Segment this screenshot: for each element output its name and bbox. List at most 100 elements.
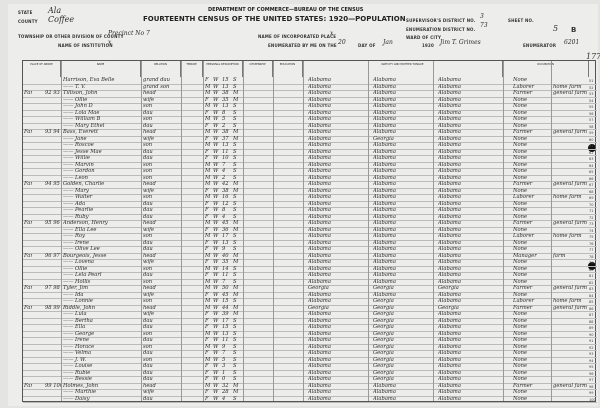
table-row: —— Jesse Mae dau F W 11 S Alabama Alabama Alabam… [23, 148, 597, 156]
cell-marital: S [233, 265, 237, 272]
cell-marital: S [233, 298, 237, 304]
line-number: 67 [589, 183, 594, 187]
cell-name: —— Olive Lee [63, 246, 100, 252]
cell-occupation: None [513, 317, 528, 324]
cell-occupation: None [513, 213, 528, 220]
cell-mother-birthplace: Alabama [438, 142, 461, 148]
table-row: —— Daisy dau F W 4 S Alabama Alabama Alabama None… [23, 395, 597, 403]
cell-occupation: None [513, 265, 528, 272]
cell-industry: general farm [553, 285, 587, 291]
cell-race: W [213, 129, 219, 135]
cell-occupation: None [513, 376, 528, 382]
cell-relation: son [143, 142, 153, 148]
table-row: Far 94 95 Golden, Charlie head M W 42 M Alabama A… [23, 181, 597, 189]
cell-sex: F [205, 226, 209, 233]
cell-mother-birthplace: Alabama [438, 122, 461, 129]
cell-race: W [213, 220, 219, 226]
cell-marital: M [233, 187, 239, 194]
table-row: —— Roy son M W 17 S Alabama Alabama Alabama Labor… [23, 233, 597, 241]
cell-race: W [213, 83, 219, 90]
cell-sex: M [205, 304, 211, 311]
cell-mother-birthplace: Alabama [438, 311, 461, 317]
column-rule [433, 61, 434, 401]
cell-race: W [213, 317, 219, 324]
cell-occupation: None [513, 343, 528, 350]
cell-occupation: None [513, 168, 528, 174]
cell-industry: home farm [553, 83, 582, 90]
cell-father-birthplace: Georgia [373, 369, 394, 376]
cell-marital: S [233, 239, 237, 246]
table-row: —— George son M W 13 S Alabama Georgia Alabama No… [23, 330, 597, 338]
cell-mother-birthplace: Alabama [438, 369, 461, 376]
cell-father-birthplace: Alabama [373, 382, 396, 389]
cell-name: —— Roy [63, 233, 85, 239]
stamp-number: 6201 [564, 39, 580, 46]
table-row: —— Hollis son M W 7 S Alabama Alabama Alabama Non… [23, 278, 597, 286]
cell-industry: home farm [553, 233, 582, 239]
cell-occupation: None [513, 77, 528, 83]
cell-name: —— Lovena [63, 259, 95, 265]
cell-birthplace: Alabama [308, 155, 331, 161]
cell-relation: head [143, 90, 156, 96]
column-rule [303, 61, 304, 401]
cell-marital: S [233, 317, 237, 324]
line-number: 99 [589, 391, 594, 395]
cell-age: 13 [222, 330, 229, 337]
cell-occupation: None [513, 122, 528, 129]
cell-age: 13 [222, 239, 229, 246]
cell-age: 44 [222, 304, 229, 311]
cell-father-birthplace: Georgia [373, 356, 394, 363]
cell-father-birthplace: Alabama [373, 103, 396, 109]
cell-industry: general farm [553, 220, 587, 226]
line-number: 95 [589, 365, 594, 369]
cell-sex: F [205, 376, 209, 382]
cell-mother-birthplace: Alabama [438, 350, 461, 356]
cell-name: Tyler, Jim [63, 285, 88, 291]
sheet-number: 5 [553, 24, 559, 33]
cell-name: —— Mary [63, 187, 89, 194]
cell-sex: M [205, 278, 211, 285]
cell-relation: dau [143, 395, 153, 402]
cell-birthplace: Alabama [308, 116, 331, 122]
cell-relation: wife [143, 96, 155, 103]
cell-birthplace: Alabama [308, 363, 331, 369]
cell-relation: son [143, 343, 153, 350]
cell-race: W [213, 116, 219, 122]
cell-birthplace: Alabama [308, 135, 331, 142]
cell-birthplace: Alabama [308, 142, 331, 148]
cell-occupation: None [513, 350, 528, 356]
cell-occupation: Farmer [513, 181, 533, 187]
cell-marital: M [233, 226, 239, 233]
table-row: —— Ruby dau F W 4 S Alabama Alabama Alabama None 7… [23, 213, 597, 221]
col-education: EDUCATION [273, 61, 303, 77]
cell-occupation: None [513, 148, 528, 155]
cell-age: 13 [222, 103, 229, 109]
table-row: —— William B son M W 5 S Alabama Alabama Alabama… [23, 116, 597, 124]
cell-father-birthplace: Alabama [373, 233, 396, 239]
cell-sex: F [205, 311, 209, 317]
cell-occupation: None [513, 155, 528, 161]
cell-relation: wife [143, 389, 155, 395]
cell-sex: F [205, 109, 209, 116]
cell-race: W [213, 330, 219, 337]
table-row: —— Ida wife F W 45 M Alabama Alabama Alabama None… [23, 291, 597, 299]
ed-label: ENUMERATION DISTRICT NO. [406, 27, 476, 32]
cell-mother-birthplace: Alabama [438, 259, 461, 265]
cell-age: 8 [222, 207, 226, 213]
cell-birthplace: Alabama [308, 252, 331, 259]
cell-marital: S [233, 246, 237, 252]
cell-mother-birthplace: Alabama [438, 194, 461, 200]
census-title: FOURTEENTH CENSUS OF THE UNITED STATES: … [143, 15, 406, 23]
line-number: 97 [589, 378, 594, 382]
department-heading: DEPARTMENT OF COMMERCE—BUREAU OF THE CEN… [208, 7, 364, 13]
cell-industry: farm [553, 252, 566, 259]
line-number: 68 [589, 189, 594, 194]
cell-birthplace: Alabama [308, 168, 331, 174]
cell-birthplace: Alabama [308, 174, 331, 181]
cell-relation: son [143, 278, 153, 285]
cell-name: —— Marthie [63, 389, 97, 395]
cell-relation: wife [143, 291, 155, 298]
cell-sex: F [205, 337, 209, 343]
cell-age: 4 [222, 395, 226, 402]
